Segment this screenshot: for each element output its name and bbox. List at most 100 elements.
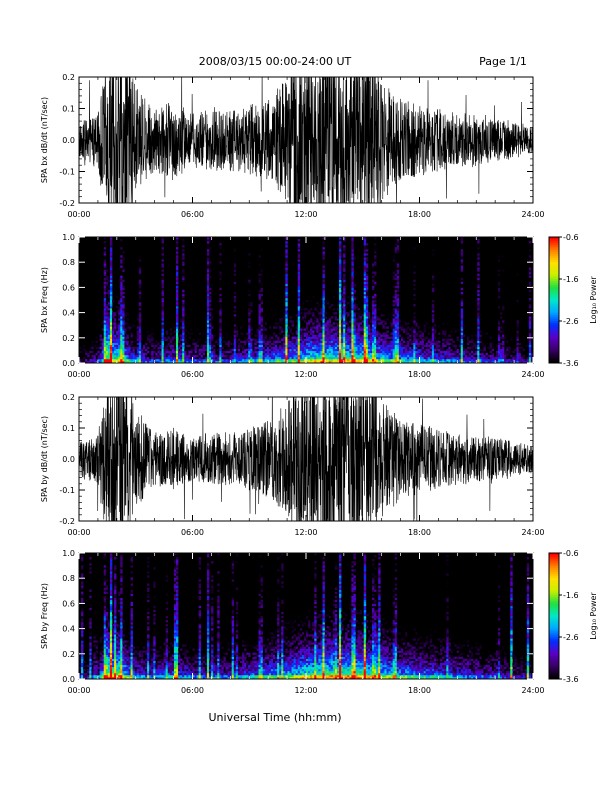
- spectrogram-cell: [320, 340, 323, 343]
- spectrogram-cell: [120, 279, 123, 283]
- spectrogram-cell: [248, 308, 251, 311]
- spectrogram-cell: [103, 285, 107, 289]
- spectrogram-cell: [235, 352, 239, 356]
- spectrogram-cell: [140, 352, 144, 356]
- spectrogram-cell: [198, 358, 202, 362]
- spectrogram-cell: [184, 360, 187, 364]
- spectrogram-cell: [326, 300, 329, 303]
- spectrogram-cell: [363, 338, 367, 341]
- spectrogram-cell: [405, 330, 408, 333]
- spectrogram-cell: [132, 350, 136, 354]
- spectrogram-cell: [149, 342, 152, 346]
- spectrogram-cell: [524, 344, 528, 348]
- spectrogram-cell: [180, 352, 183, 356]
- spectrogram-cell: [126, 346, 129, 350]
- spectrogram-cell: [518, 358, 521, 362]
- spectrogram-cell: [396, 318, 400, 321]
- spectrogram-cell: [456, 336, 460, 339]
- spectrogram-cell: [250, 338, 253, 341]
- spectrogram-cell: [180, 338, 183, 341]
- spectrogram-cell: [254, 340, 257, 343]
- spectrogram-cell: [103, 271, 107, 274]
- spectrogram-cell: [324, 342, 327, 346]
- spectrogram-cell: [392, 348, 396, 352]
- spectrogram-cell: [81, 626, 84, 629]
- spectrogram-cell: [295, 328, 299, 331]
- data-trace: [79, 397, 533, 521]
- spectrogram-cell: [444, 344, 447, 348]
- spectrogram-cell: [497, 342, 501, 346]
- spectrogram-cell: [233, 249, 237, 252]
- spectrogram-cell: [341, 342, 344, 346]
- spectrogram-cell: [528, 269, 532, 272]
- spectrogram-cell: [182, 344, 185, 348]
- spectrogram-cell: [528, 283, 532, 287]
- spectrogram-cell: [380, 346, 383, 350]
- spectrogram-cell: [130, 348, 133, 352]
- spectrogram-cell: [442, 342, 445, 346]
- spectrogram-cell: [266, 350, 270, 354]
- spectrogram-cell: [427, 326, 431, 329]
- spectrogram-cell: [258, 336, 261, 339]
- spectrogram-cell: [336, 336, 340, 339]
- spectrogram-cell: [349, 358, 352, 362]
- spectrogram-cell: [481, 342, 484, 346]
- spectrogram-cell: [324, 334, 327, 337]
- spectrogram-cell: [118, 328, 121, 331]
- spectrogram-cell: [332, 316, 336, 319]
- spectrogram-cell: [394, 350, 398, 354]
- spectrogram-cell: [306, 334, 309, 337]
- spectrogram-cell: [330, 346, 334, 350]
- spectrogram-cell: [332, 308, 336, 311]
- spectrogram-cell: [423, 338, 426, 341]
- spectrogram-cell: [355, 328, 358, 331]
- spectrogram-cell: [299, 338, 303, 341]
- spectrogram-cell: [157, 346, 160, 350]
- spectrogram-cell: [446, 356, 449, 360]
- spectrogram-cell: [334, 350, 338, 354]
- spectrogram-cell: [175, 334, 179, 337]
- spectrogram-cell: [87, 358, 90, 362]
- spectrogram-cell: [233, 263, 237, 266]
- spectrogram-cell: [124, 352, 127, 356]
- spectrogram-cell: [357, 360, 360, 364]
- spectrogram-cell: [122, 340, 125, 343]
- spectrogram-cell: [477, 310, 480, 313]
- spectrogram-cell: [301, 336, 305, 339]
- spectrogram-cell: [211, 358, 214, 362]
- spectrogram-cell: [97, 356, 100, 360]
- spectrogram-cell: [281, 350, 284, 354]
- spectrogram-cell: [233, 269, 237, 272]
- spectrogram-cell: [159, 342, 162, 346]
- spectrogram-cell: [81, 640, 84, 643]
- spectrogram-cell: [165, 356, 169, 360]
- spectrogram-cell: [122, 334, 125, 337]
- spectrogram-cell: [359, 352, 363, 356]
- spectrogram-cell: [219, 261, 222, 264]
- spectrogram-cell: [462, 336, 466, 339]
- spectrogram-cell: [341, 257, 344, 260]
- spectrogram-cell: [413, 356, 416, 360]
- spectrogram-cell: [299, 342, 303, 346]
- spectrogram-cell: [242, 356, 245, 360]
- spectrogram-cell: [264, 342, 268, 346]
- spectrogram-cell: [285, 267, 288, 270]
- spectrogram-cell: [339, 289, 342, 293]
- spectrogram-cell: [431, 346, 435, 350]
- spectrogram-cell: [363, 300, 367, 303]
- spectrogram-cell: [363, 312, 367, 315]
- spectrogram-cell: [456, 354, 460, 358]
- spectrogram-cell: [258, 344, 261, 348]
- spectrogram-cell: [211, 336, 214, 339]
- spectrogram-cell: [112, 340, 115, 343]
- spectrogram-cell: [431, 275, 435, 278]
- spectrogram-cell: [138, 279, 142, 283]
- spectrogram-cell: [318, 358, 321, 362]
- spectrogram-cell: [196, 348, 199, 352]
- spectrogram-cell: [206, 320, 210, 323]
- spectrogram-cell: [138, 326, 142, 329]
- spectrogram-cell: [376, 344, 379, 348]
- spectrogram-cell: [277, 344, 280, 348]
- spectrogram-cell: [518, 340, 521, 343]
- spectrogram-cell: [483, 360, 486, 364]
